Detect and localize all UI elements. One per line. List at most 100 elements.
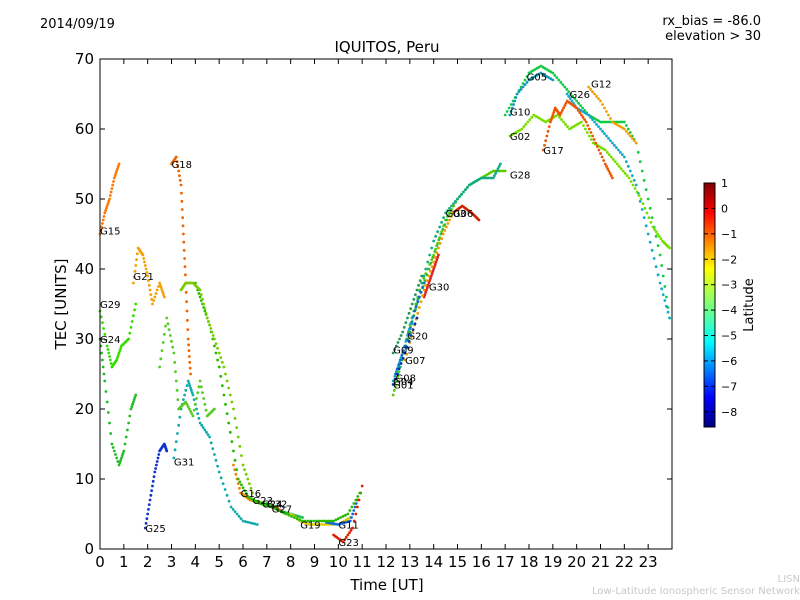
data-point — [400, 353, 404, 357]
data-point — [183, 257, 187, 260]
data-point — [135, 252, 139, 256]
y-tick-label: 70 — [75, 50, 94, 68]
data-point — [199, 385, 203, 389]
data-point — [587, 113, 590, 117]
data-point — [223, 488, 227, 491]
data-point — [403, 358, 407, 362]
data-point — [594, 141, 598, 145]
x-tick-label: 0 — [95, 553, 105, 571]
data-point — [100, 321, 104, 325]
data-point — [211, 334, 215, 337]
x-tick-label: 8 — [286, 553, 296, 571]
data-point — [211, 447, 215, 451]
data-point — [105, 344, 109, 348]
data-point — [241, 463, 245, 467]
data-point — [603, 148, 607, 152]
data-point — [176, 432, 179, 435]
series-label: G18 — [172, 160, 192, 171]
data-point — [232, 407, 235, 411]
data-point — [618, 150, 622, 154]
data-point — [233, 468, 237, 472]
data-point — [522, 125, 526, 129]
data-point — [162, 332, 166, 336]
data-point — [489, 176, 493, 180]
data-point — [249, 486, 253, 490]
data-point — [392, 388, 396, 392]
data-point — [354, 512, 358, 516]
data-point — [649, 220, 653, 224]
data-point — [525, 75, 529, 78]
data-point — [663, 299, 667, 302]
data-point — [208, 435, 212, 439]
data-point — [603, 132, 606, 136]
data-point — [352, 502, 356, 505]
data-point — [446, 222, 450, 225]
data-point — [432, 260, 436, 264]
x-tick-label: 14 — [424, 553, 443, 571]
data-point — [414, 304, 418, 308]
data-point — [427, 267, 431, 271]
y-tick-label: 30 — [75, 330, 94, 348]
footer-org-short: LISN — [777, 574, 800, 585]
data-point — [301, 519, 304, 523]
data-point — [131, 281, 135, 285]
colorbar-tick-label: −1 — [721, 228, 737, 241]
data-point — [440, 237, 444, 241]
data-point — [204, 408, 208, 412]
data-point — [190, 412, 194, 416]
data-point — [641, 202, 645, 206]
data-point — [435, 244, 439, 248]
data-point — [613, 143, 616, 147]
data-point — [180, 208, 184, 211]
data-point — [189, 372, 192, 376]
colorbar-tick-label: −3 — [721, 279, 737, 292]
series-G21 — [131, 246, 166, 306]
data-point — [145, 517, 149, 521]
data-point — [443, 223, 447, 227]
data-point — [661, 293, 665, 297]
data-point — [618, 120, 622, 124]
data-point — [193, 402, 197, 406]
data-point — [407, 311, 411, 315]
data-point — [549, 118, 553, 122]
data-point — [605, 134, 608, 138]
data-point — [336, 517, 340, 521]
data-point — [188, 360, 192, 364]
data-point — [607, 113, 610, 117]
data-point — [424, 290, 428, 294]
data-point — [110, 442, 114, 446]
data-point — [182, 232, 185, 236]
series-label: G29 — [100, 300, 120, 311]
data-point — [433, 255, 437, 259]
data-point — [154, 467, 158, 470]
data-point — [346, 533, 350, 537]
data-point — [562, 106, 565, 110]
data-point — [493, 174, 496, 178]
data-point — [206, 433, 210, 437]
data-point — [162, 295, 166, 299]
data-point — [179, 183, 183, 187]
data-point — [230, 440, 234, 444]
data-point — [102, 327, 105, 330]
data-point — [435, 258, 439, 262]
data-point — [445, 218, 449, 222]
data-point — [653, 227, 656, 231]
colorbar-tick-label: −6 — [721, 355, 737, 368]
data-point — [509, 110, 513, 113]
data-point — [528, 118, 532, 122]
data-point — [497, 164, 501, 168]
data-point — [216, 358, 219, 362]
series-G30 — [422, 253, 440, 299]
series-label: G27 — [272, 504, 292, 515]
data-point — [624, 160, 628, 164]
data-point — [157, 453, 161, 456]
data-point — [233, 416, 237, 420]
data-point — [166, 322, 170, 326]
data-point — [102, 215, 106, 218]
data-point — [199, 293, 203, 297]
x-tick-label: 6 — [238, 553, 248, 571]
data-point — [606, 167, 610, 171]
x-tick-label: 20 — [567, 553, 586, 571]
data-point — [632, 139, 636, 143]
